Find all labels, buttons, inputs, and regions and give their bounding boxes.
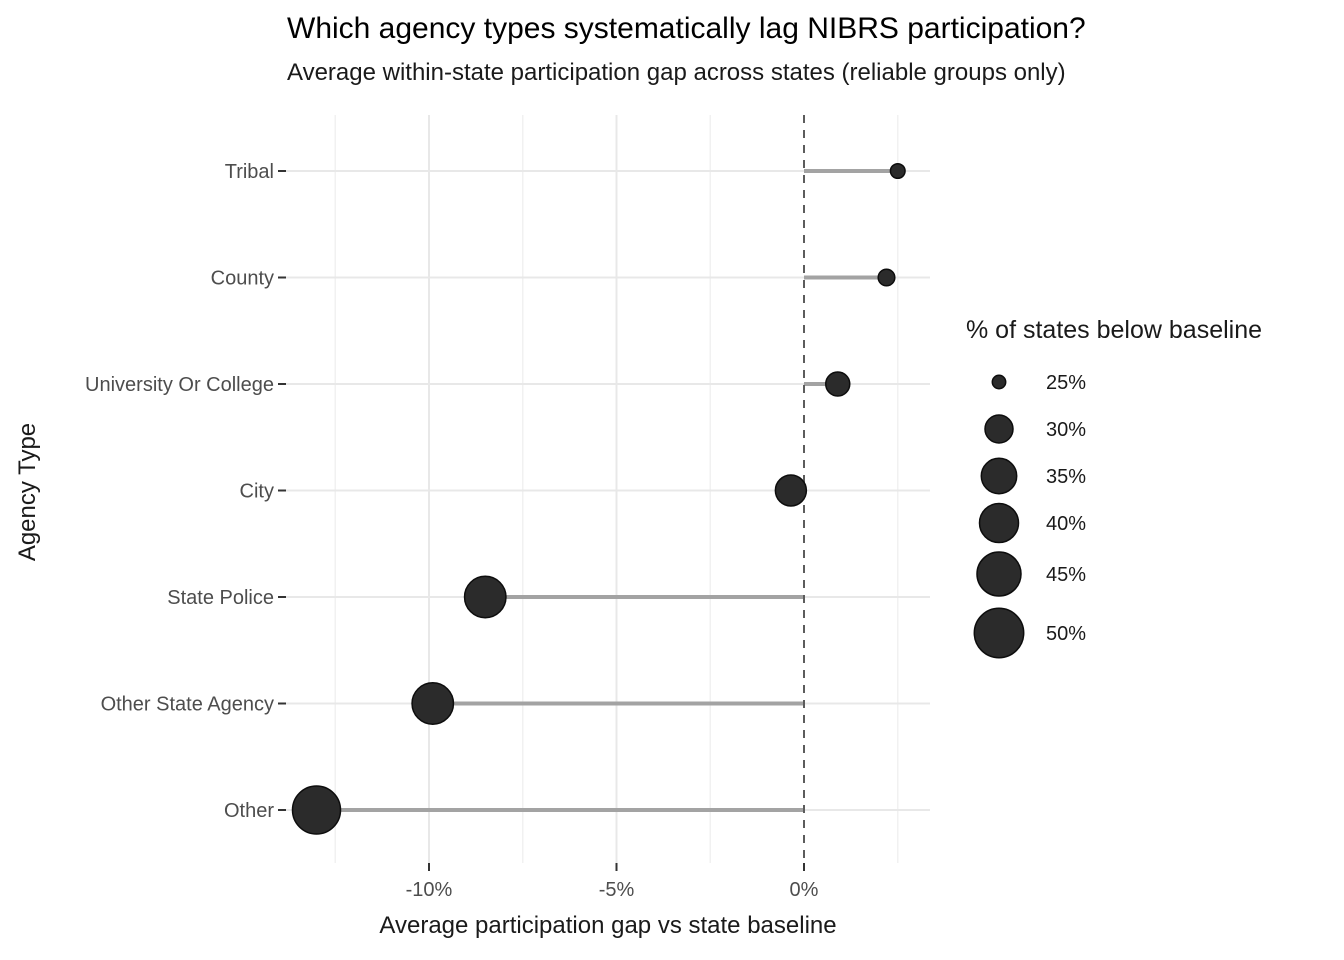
dot-other-state-agency: [411, 682, 455, 725]
legend-item-label: 45%: [1046, 564, 1086, 586]
legend-key-circle: [976, 551, 1022, 597]
y-category-label: Other: [224, 800, 274, 822]
y-category-label: Tribal: [225, 161, 274, 183]
legend-key-circle: [978, 502, 1020, 544]
legend-title: % of states below baseline: [966, 316, 1263, 344]
y-category-label: State Police: [167, 587, 274, 609]
legend-item-label: 35%: [1046, 466, 1086, 488]
legend-key-circle: [980, 457, 1018, 495]
dot-other: [291, 785, 342, 835]
dot-tribal: [889, 162, 906, 180]
y-axis-title: Agency Type: [14, 422, 41, 562]
y-category-label: University Or College: [85, 374, 274, 396]
legend-item-label: 50%: [1046, 623, 1086, 645]
x-axis-title: Average participation gap vs state basel…: [379, 912, 837, 939]
legend-item-label: 40%: [1046, 513, 1086, 535]
x-tick-label: -10%: [406, 879, 453, 901]
legend-item-label: 25%: [1046, 372, 1086, 394]
dot-city: [774, 474, 808, 507]
chart-subtitle: Average within-state participation gap a…: [287, 59, 1066, 86]
legend-item-label: 30%: [1046, 419, 1086, 441]
legend-key-circle: [991, 374, 1007, 390]
x-tick-label: -5%: [599, 879, 635, 901]
x-tick-label: 0%: [790, 879, 819, 901]
legend-key-circle: [973, 607, 1025, 659]
y-category-label: County: [211, 268, 274, 290]
dot-university-or-college: [825, 371, 851, 397]
legend-key-circle: [984, 414, 1014, 444]
chart-title: Which agency types systematically lag NI…: [287, 12, 1086, 45]
y-category-label: City: [240, 481, 274, 503]
dot-state-police: [463, 575, 507, 619]
dot-county: [877, 268, 896, 287]
y-category-label: Other State Agency: [101, 694, 274, 716]
